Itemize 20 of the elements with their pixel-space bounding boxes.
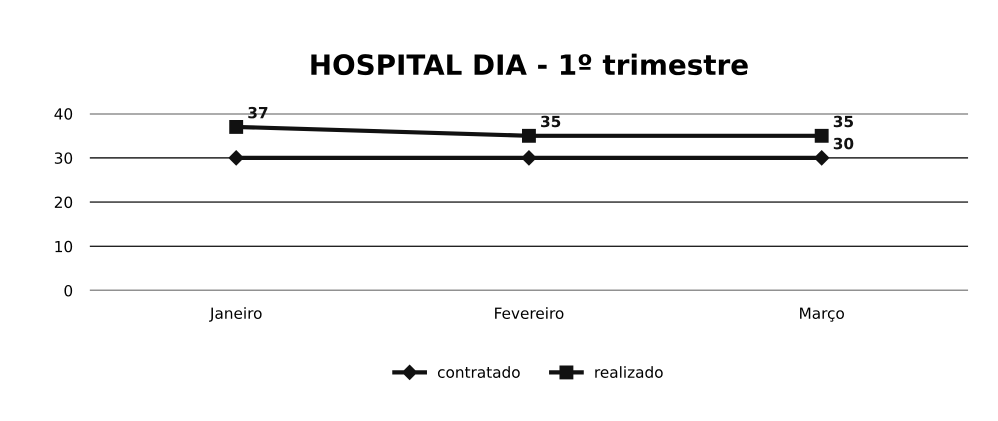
data-label: 35 xyxy=(834,116,853,128)
point xyxy=(814,150,830,166)
data-label: 30 xyxy=(834,138,854,150)
point xyxy=(521,150,537,166)
point xyxy=(522,128,536,143)
legend-label: realizado xyxy=(595,366,663,378)
point xyxy=(228,150,244,166)
point xyxy=(814,128,829,143)
x-tick-label: Janeiro xyxy=(209,307,262,322)
chart-title: HOSPITAL DIA - 1º trimestre xyxy=(311,54,748,76)
x-tick-label: Fevereiro xyxy=(495,307,564,319)
y-tick-label: 40 xyxy=(54,108,72,120)
y-tick-label: 20 xyxy=(54,196,72,208)
data-label: 35 xyxy=(541,116,560,128)
y-tick-label: 30 xyxy=(54,152,72,164)
x-tick-label: Março xyxy=(800,308,844,322)
point xyxy=(229,120,244,134)
legend-label: contratado xyxy=(438,366,520,378)
y-tick-label: 10 xyxy=(55,240,72,252)
y-tick-label: 0 xyxy=(64,284,72,297)
